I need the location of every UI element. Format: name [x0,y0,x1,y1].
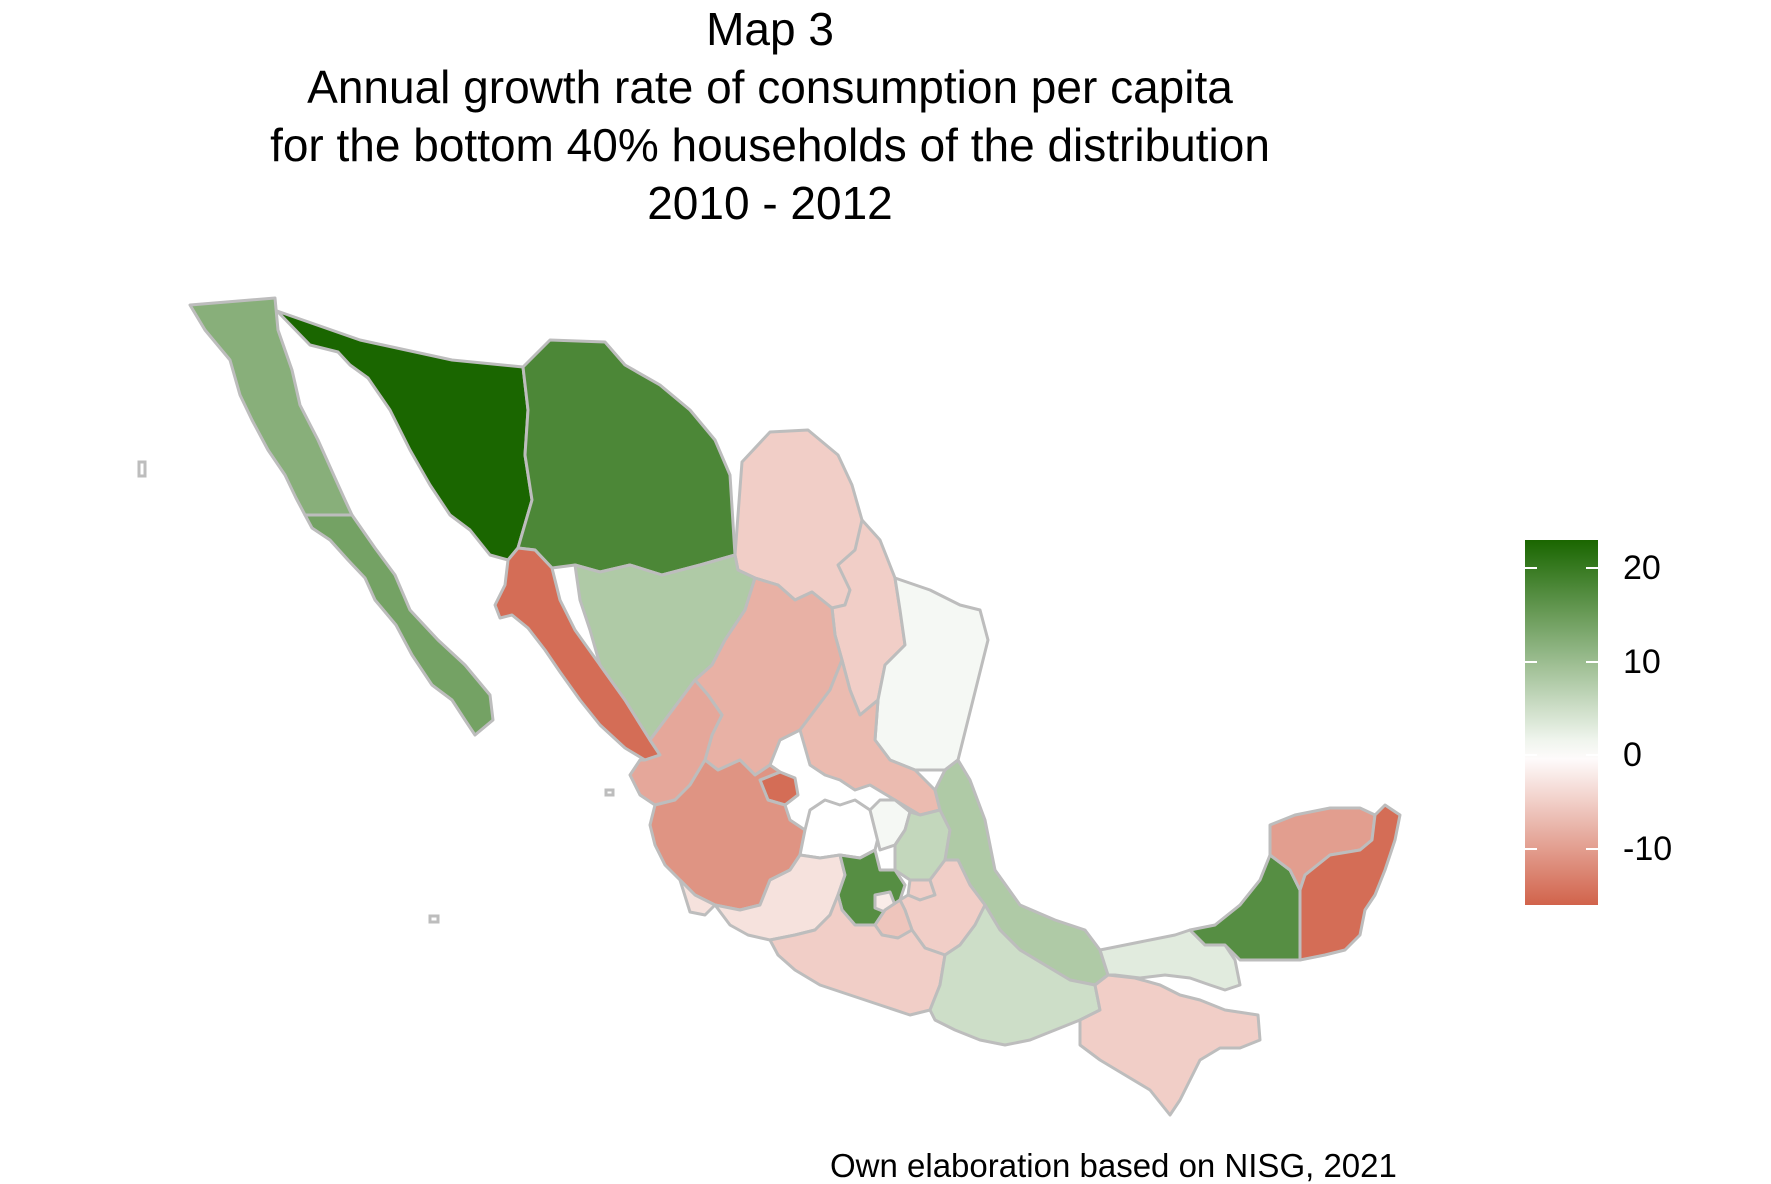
legend-tick-label: 0 [1623,736,1642,775]
state-san-luis-potos [798,658,942,817]
state-guanajuato [798,798,882,860]
state-chiapas [1078,973,1262,1117]
state-chihuahua [516,338,737,577]
source-caption: Own elaboration based on NISG, 2021 [830,1147,1397,1184]
legend-tick-mark [1525,660,1537,663]
legend-tick-mark [1586,847,1598,850]
legend-tick-mark [1525,754,1537,757]
title-line-4: 2010 - 2012 [647,177,893,229]
state-sinaloa [493,546,662,762]
state-quintana-roo [1298,803,1402,962]
legend-tick-mark [1586,754,1598,757]
title-line-1: Map 3 [706,3,834,55]
state-colima [678,878,717,917]
tres-marias-island [604,788,615,797]
legend-tick-label: 10 [1623,642,1661,681]
legend-tick-mark [1525,847,1537,850]
title-line-2: Annual growth rate of consumption per ca… [307,61,1233,113]
map-title: Map 3 Annual growth rate of consumption … [0,0,1540,232]
state-guerrero [768,893,947,1017]
guadalupe-island [137,460,147,478]
state-campeche [1188,853,1302,962]
legend-tick-label: 20 [1623,549,1661,588]
state-baja-california-sur [303,513,495,737]
revillagigedo-island [428,914,440,924]
legend-tick-mark [1586,567,1598,570]
title-line-3: for the bottom 40% households of the dis… [270,119,1270,171]
legend-tick-mark [1586,660,1598,663]
legend-tick-label: -10 [1623,829,1673,868]
legend-gradient-bar [1525,540,1598,905]
legend-tick-mark [1525,567,1537,570]
